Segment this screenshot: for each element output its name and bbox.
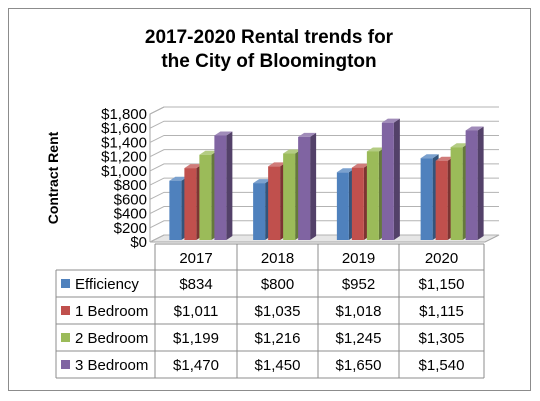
table-value-cell: $800 <box>261 276 294 293</box>
bar-top <box>435 156 454 161</box>
table-value-cell: $952 <box>342 276 375 293</box>
bar-top <box>465 126 484 131</box>
table-series-name: Efficiency <box>75 276 139 293</box>
table-value-cell: $1,305 <box>419 330 465 347</box>
table-series-name: 1 Bedroom <box>75 303 148 320</box>
bar-side <box>310 132 317 240</box>
table-value-cell: $1,540 <box>419 357 465 374</box>
bar-front <box>465 130 478 240</box>
table-header-cell: 2019 <box>342 250 375 267</box>
bar-front <box>351 167 364 240</box>
bar-top <box>381 118 400 123</box>
table-header-cell: 2020 <box>425 250 458 267</box>
y-tick-label: $1,600 <box>101 120 147 137</box>
table-value-cell: $1,150 <box>419 276 465 293</box>
bar-front <box>253 183 266 240</box>
bar-top <box>169 176 188 181</box>
bar-top <box>184 164 203 169</box>
y-tick-label: $400 <box>114 206 147 223</box>
table-value-cell: $834 <box>179 276 212 293</box>
bar-top <box>199 150 218 155</box>
table-value-cell: $1,216 <box>255 330 301 347</box>
plot-area: $0$200$400$600$800$1,000$1,200$1,400$1,6… <box>101 106 500 251</box>
legend-key <box>61 279 70 288</box>
table-value-cell: $1,011 <box>174 303 219 320</box>
bar-top <box>420 154 439 159</box>
bar-front <box>420 158 433 240</box>
bar-top <box>336 168 355 173</box>
bar-top <box>298 132 317 137</box>
table-value-cell: $1,650 <box>336 357 382 374</box>
y-tick-label: $600 <box>114 191 147 208</box>
y-tick-label: $1,800 <box>101 106 147 123</box>
y-tick-label: $1,000 <box>101 163 147 180</box>
table-value-cell: $1,199 <box>173 330 219 347</box>
y-tick-label: $200 <box>114 220 147 237</box>
bar <box>298 132 317 240</box>
bar-front <box>199 154 212 240</box>
bar-side <box>477 126 484 240</box>
bar-top <box>253 179 272 184</box>
bar-front <box>184 168 197 240</box>
legend-key <box>61 306 70 315</box>
chart-title-line-1: 2017-2020 Rental trends for <box>145 27 394 48</box>
y-tick-label: $0 <box>130 234 147 251</box>
bar-top <box>214 131 233 136</box>
gridline <box>149 120 499 129</box>
bar-front <box>268 166 281 240</box>
bar-front <box>450 147 463 240</box>
legend-key <box>61 333 70 342</box>
y-tick-label: $1,200 <box>101 149 147 166</box>
bar-front <box>298 136 311 240</box>
bar-top <box>283 149 302 154</box>
bar-front <box>214 135 227 240</box>
bar-front <box>381 122 394 240</box>
bar-front <box>336 172 349 240</box>
bar-side <box>226 131 233 240</box>
table-value-cell: $1,245 <box>336 330 382 347</box>
table-value-cell: $1,035 <box>255 303 301 320</box>
legend-key <box>61 360 70 369</box>
bar <box>381 118 400 240</box>
bar-front <box>283 153 296 240</box>
table-value-cell: $1,470 <box>173 357 219 374</box>
bar-front <box>169 180 182 240</box>
gridline <box>149 106 499 115</box>
bar <box>214 131 233 240</box>
table-value-cell: $1,450 <box>255 357 301 374</box>
table-value-cell: $1,115 <box>419 303 464 320</box>
bar-top <box>366 147 385 152</box>
bar-top <box>268 162 287 167</box>
bar-side <box>393 118 400 240</box>
table-series-name: 3 Bedroom <box>75 357 148 374</box>
data-table: 2017 2018 2019 2020 Efficiency $834 $800 $952 $1… <box>55 243 485 379</box>
bar-top <box>450 143 469 148</box>
table-header-cell: 2017 <box>179 250 212 267</box>
gridline <box>149 134 499 143</box>
table-value-cell: $1,018 <box>336 303 382 320</box>
bar-front <box>366 151 379 240</box>
bar-top <box>351 163 370 168</box>
y-tick-label: $1,400 <box>101 134 147 151</box>
chart-title-line-2: the City of Bloomington <box>161 51 376 72</box>
y-axis-label: Contract Rent <box>45 131 61 224</box>
y-tick-label: $800 <box>114 177 147 194</box>
table-header-cell: 2018 <box>261 250 294 267</box>
bar-front <box>435 160 448 240</box>
bar <box>465 126 484 240</box>
table-series-name: 2 Bedroom <box>75 330 148 347</box>
